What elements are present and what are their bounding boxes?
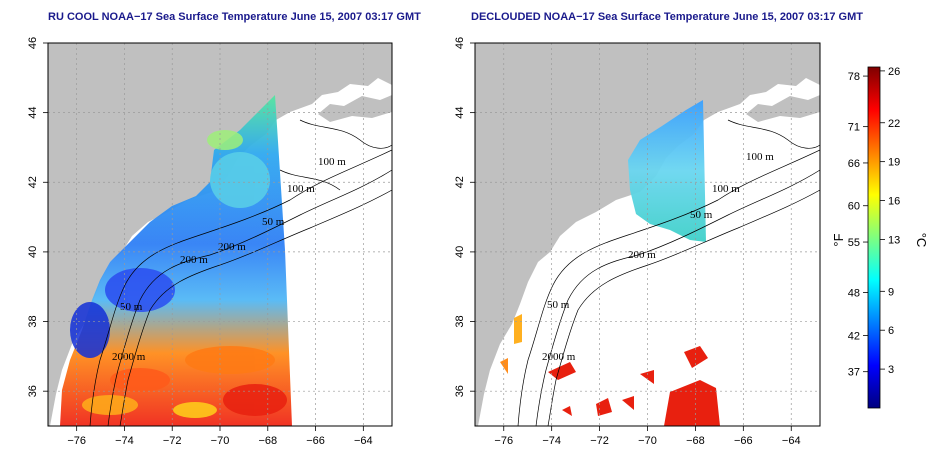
left-land-mass bbox=[48, 43, 392, 426]
contour-label: 2000 m bbox=[542, 351, 576, 363]
contour-label: 100 m bbox=[287, 183, 315, 195]
right-lat-tick-label: 46 bbox=[454, 37, 466, 49]
temperature-colorbar: 78 71 66 60 55 48 42 37 26 22 19 16 13 9 6 3 °F °C bbox=[831, 66, 929, 409]
celsius-tick-label: 9 bbox=[888, 286, 894, 298]
contour-label: 50 m bbox=[262, 216, 285, 228]
fahrenheit-tick-label: 71 bbox=[848, 122, 860, 134]
right-sst-gulf-of-maine-patch bbox=[628, 100, 706, 242]
left-lat-tick-label: 36 bbox=[27, 385, 39, 397]
right-lat-tick-label: 44 bbox=[454, 107, 466, 119]
left-lon-tick-label: −66 bbox=[306, 435, 325, 447]
celsius-tick-label: 22 bbox=[888, 118, 900, 130]
right-lat-tick-label: 38 bbox=[454, 315, 466, 327]
left-lon-tick-label: −68 bbox=[258, 435, 277, 447]
left-lon-tick-label: −64 bbox=[354, 435, 373, 447]
contour-label: 200 m bbox=[218, 241, 246, 253]
celsius-tick-label: 26 bbox=[888, 66, 900, 78]
right-lat-tick-label: 40 bbox=[454, 246, 466, 258]
right-lon-tick-label: −64 bbox=[782, 435, 801, 447]
left-lon-tick-label: −70 bbox=[211, 435, 230, 447]
celsius-tick-label: 13 bbox=[888, 234, 900, 246]
right-map-axes: −76 −74 −72 −70 −68 −66 −64 36 38 40 42 44 46 bbox=[454, 37, 801, 447]
left-map-title: RU COOL NOAA−17 Sea Surface Temperature … bbox=[48, 11, 421, 23]
fahrenheit-tick-label: 37 bbox=[848, 367, 860, 379]
left-bathymetry-contours bbox=[89, 119, 392, 426]
left-map-axes: −76 −74 −72 −70 −68 −66 −64 36 38 40 42 44 46 bbox=[27, 37, 373, 447]
right-lon-tick-label: −76 bbox=[494, 435, 513, 447]
right-map-panel: 100 m 100 m 50 m 200 m 50 m 2000 m −76 −7… bbox=[454, 37, 821, 447]
celsius-unit-label: °C bbox=[914, 233, 929, 248]
left-lat-tick-label: 42 bbox=[27, 176, 39, 188]
right-lat-tick-label: 42 bbox=[454, 176, 466, 188]
right-land-mass bbox=[475, 43, 820, 426]
fahrenheit-tick-label: 66 bbox=[848, 158, 860, 170]
left-lat-tick-label: 46 bbox=[27, 37, 39, 49]
left-lon-tick-label: −72 bbox=[163, 435, 182, 447]
left-lon-tick-label: −74 bbox=[115, 435, 134, 447]
left-contour-labels: 100 m 100 m 50 m 200 m 200 m 50 m 2000 m bbox=[112, 156, 346, 363]
left-map-panel: 100 m 100 m 50 m 200 m 200 m 50 m 2000 m… bbox=[27, 37, 393, 447]
contour-label: 50 m bbox=[690, 209, 713, 221]
celsius-tick-label: 6 bbox=[888, 325, 894, 337]
colorbar-ticks: 78 71 66 60 55 48 42 37 26 22 19 16 13 9 6 3 bbox=[848, 66, 901, 379]
contour-label: 200 m bbox=[628, 249, 656, 261]
contour-label: 2000 m bbox=[112, 351, 146, 363]
contour-label: 100 m bbox=[712, 183, 740, 195]
fahrenheit-tick-label: 55 bbox=[848, 237, 860, 249]
fahrenheit-unit-label: °F bbox=[831, 233, 846, 246]
right-land-nova-scotia bbox=[746, 95, 820, 122]
right-lon-tick-label: −68 bbox=[686, 435, 705, 447]
fahrenheit-tick-label: 48 bbox=[848, 288, 860, 300]
left-sst-warm-eddies bbox=[82, 346, 287, 418]
celsius-tick-label: 19 bbox=[888, 157, 900, 169]
right-lat-tick-label: 36 bbox=[454, 385, 466, 397]
left-lat-tick-label: 40 bbox=[27, 246, 39, 258]
colorbar-ramp bbox=[867, 66, 881, 409]
fahrenheit-tick-label: 42 bbox=[848, 330, 860, 342]
right-lon-tick-label: −70 bbox=[638, 435, 657, 447]
contour-label: 100 m bbox=[318, 156, 346, 168]
right-graticule bbox=[475, 43, 820, 426]
left-graticule bbox=[48, 43, 392, 426]
right-map-title: DECLOUDED NOAA−17 Sea Surface Temperatur… bbox=[471, 11, 863, 23]
right-lon-tick-label: −66 bbox=[734, 435, 753, 447]
celsius-tick-label: 16 bbox=[888, 196, 900, 208]
right-lon-tick-label: −72 bbox=[590, 435, 609, 447]
left-lat-tick-label: 38 bbox=[27, 315, 39, 327]
fahrenheit-tick-label: 60 bbox=[848, 201, 860, 213]
contour-label: 50 m bbox=[120, 301, 143, 313]
celsius-tick-label: 3 bbox=[888, 364, 894, 376]
left-lon-tick-label: −76 bbox=[67, 435, 86, 447]
contour-label: 50 m bbox=[547, 299, 570, 311]
contour-label: 100 m bbox=[746, 151, 774, 163]
left-lat-tick-label: 44 bbox=[27, 107, 39, 119]
right-bathymetry-contours bbox=[517, 119, 820, 426]
right-lon-tick-label: −74 bbox=[542, 435, 561, 447]
fahrenheit-tick-label: 78 bbox=[848, 71, 860, 83]
contour-label: 200 m bbox=[180, 254, 208, 266]
left-sst-cool-shelf bbox=[70, 130, 270, 358]
left-land-nova-scotia bbox=[318, 95, 392, 122]
